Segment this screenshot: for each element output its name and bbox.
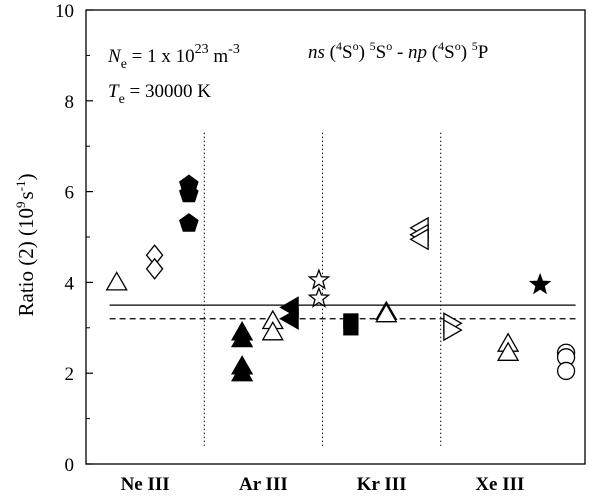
x-category-label: Xe III <box>475 474 524 495</box>
category-separators <box>203 132 442 446</box>
y-tick-label: 4 <box>65 273 75 294</box>
square-marker <box>343 320 359 336</box>
x-category-label: Ne III <box>121 474 170 495</box>
triangle-left-marker <box>279 307 299 330</box>
star-marker <box>307 286 331 308</box>
triangle-up-marker <box>375 302 398 323</box>
triangle-up-marker <box>261 320 284 341</box>
triangle-up-marker <box>105 271 128 291</box>
triangle-up-marker <box>230 361 254 382</box>
pentagon-marker <box>179 183 199 203</box>
y-tick-label: 8 <box>65 92 75 113</box>
y-axis: 0 2 4 6 8 10 <box>55 1 93 476</box>
triangle-up-marker <box>230 327 254 348</box>
triangle-left-marker <box>409 228 429 251</box>
y-tick-label: 2 <box>65 364 75 385</box>
x-category-label: Kr III <box>357 474 407 495</box>
pentagon-marker <box>179 213 199 232</box>
y-axis-label: Ratio (2) (109s-1) <box>13 173 38 316</box>
x-axis-categories: Ne III Ar III Kr III Xe III <box>121 474 525 495</box>
density-annotation: Ne = 1 x 1023 m-3 <box>107 42 240 72</box>
star-marker <box>307 268 331 290</box>
data-points <box>105 174 576 382</box>
star-marker <box>528 272 552 295</box>
y-tick-label: 10 <box>55 1 74 22</box>
transition-annotation: ns (4So) 5So - np (4So) 5P <box>308 39 488 63</box>
y-tick-label: 6 <box>65 183 75 204</box>
reference-lines <box>109 304 576 320</box>
circle-marker <box>556 361 576 381</box>
y-tick-label: 0 <box>65 455 75 476</box>
triangle-right-marker <box>443 318 463 342</box>
triangle-up-marker <box>496 341 520 361</box>
x-category-label: Ar III <box>239 474 288 495</box>
diamond-marker <box>145 257 164 280</box>
temperature-annotation: Te = 30000 K <box>108 81 211 107</box>
plot-frame <box>85 9 586 465</box>
